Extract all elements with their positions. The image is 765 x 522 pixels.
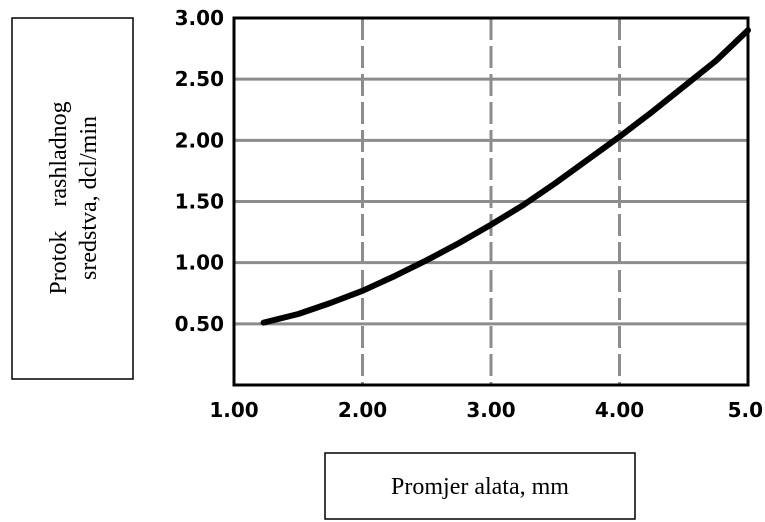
x-tick-label: 5.0: [728, 398, 763, 422]
xlabel-box: [324, 452, 636, 520]
y-ticks: 0.50 1.00 1.50 2.00 2.50 3.00: [175, 6, 224, 336]
x-ticks: 1.00 2.00 3.00 4.00 5.0: [209, 398, 763, 422]
y-tick-label: 2.50: [175, 67, 224, 91]
plot-frame: [232, 16, 750, 387]
x-tick-label: 2.00: [338, 398, 387, 422]
series: [260, 27, 751, 326]
x-tick-label: 4.00: [595, 398, 644, 422]
ylabel-line-2: sredstva, dcl/min: [76, 116, 102, 280]
ylabel-box: [11, 17, 134, 380]
x-tick-label: 1.00: [209, 398, 258, 422]
y-tick-label: 2.00: [175, 128, 224, 152]
y-tick-label: 1.50: [175, 190, 224, 214]
xlabel: Promjer alata, mm: [391, 474, 569, 500]
ylabel-line-1: Protok rashladnog: [46, 101, 72, 294]
y-tick-label: 0.50: [175, 312, 224, 336]
x-tick-label: 3.00: [466, 398, 515, 422]
y-tick-label: 1.00: [175, 251, 224, 275]
y-tick-label: 3.00: [175, 6, 224, 30]
series-line: [260, 27, 751, 326]
grid: [234, 18, 748, 385]
